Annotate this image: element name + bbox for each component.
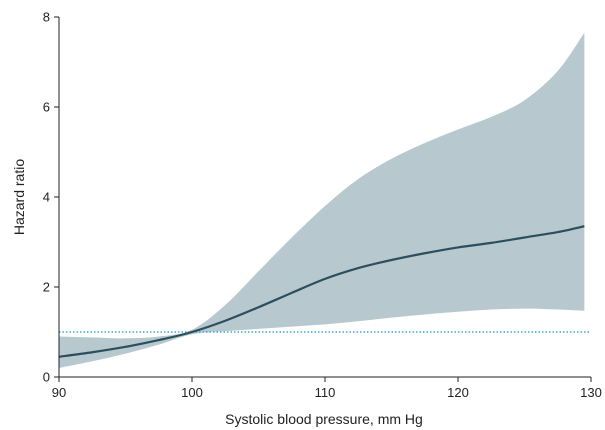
x-axis-label: Systolic blood pressure, mm Hg: [225, 411, 423, 427]
x-tick-label: 110: [315, 385, 336, 400]
y-tick-label: 0: [43, 370, 50, 385]
y-tick-label: 8: [43, 10, 50, 25]
hazard-ratio-line: [58, 225, 585, 358]
x-tick-label: 120: [447, 385, 469, 400]
y-tick-label: 4: [43, 190, 50, 205]
x-tick-label: 100: [181, 385, 203, 400]
y-tick-label: 6: [43, 100, 50, 115]
y-tick-label: 2: [43, 280, 50, 295]
confidence-band: [59, 32, 585, 368]
x-tick-label: 90: [52, 385, 66, 400]
y-axis-label: Hazard ratio: [11, 159, 27, 235]
x-tick-label: 130: [580, 385, 602, 400]
plot-area: [58, 32, 591, 368]
axes: 0 2 4 6 8 90 100 110 120 130: [43, 10, 602, 401]
